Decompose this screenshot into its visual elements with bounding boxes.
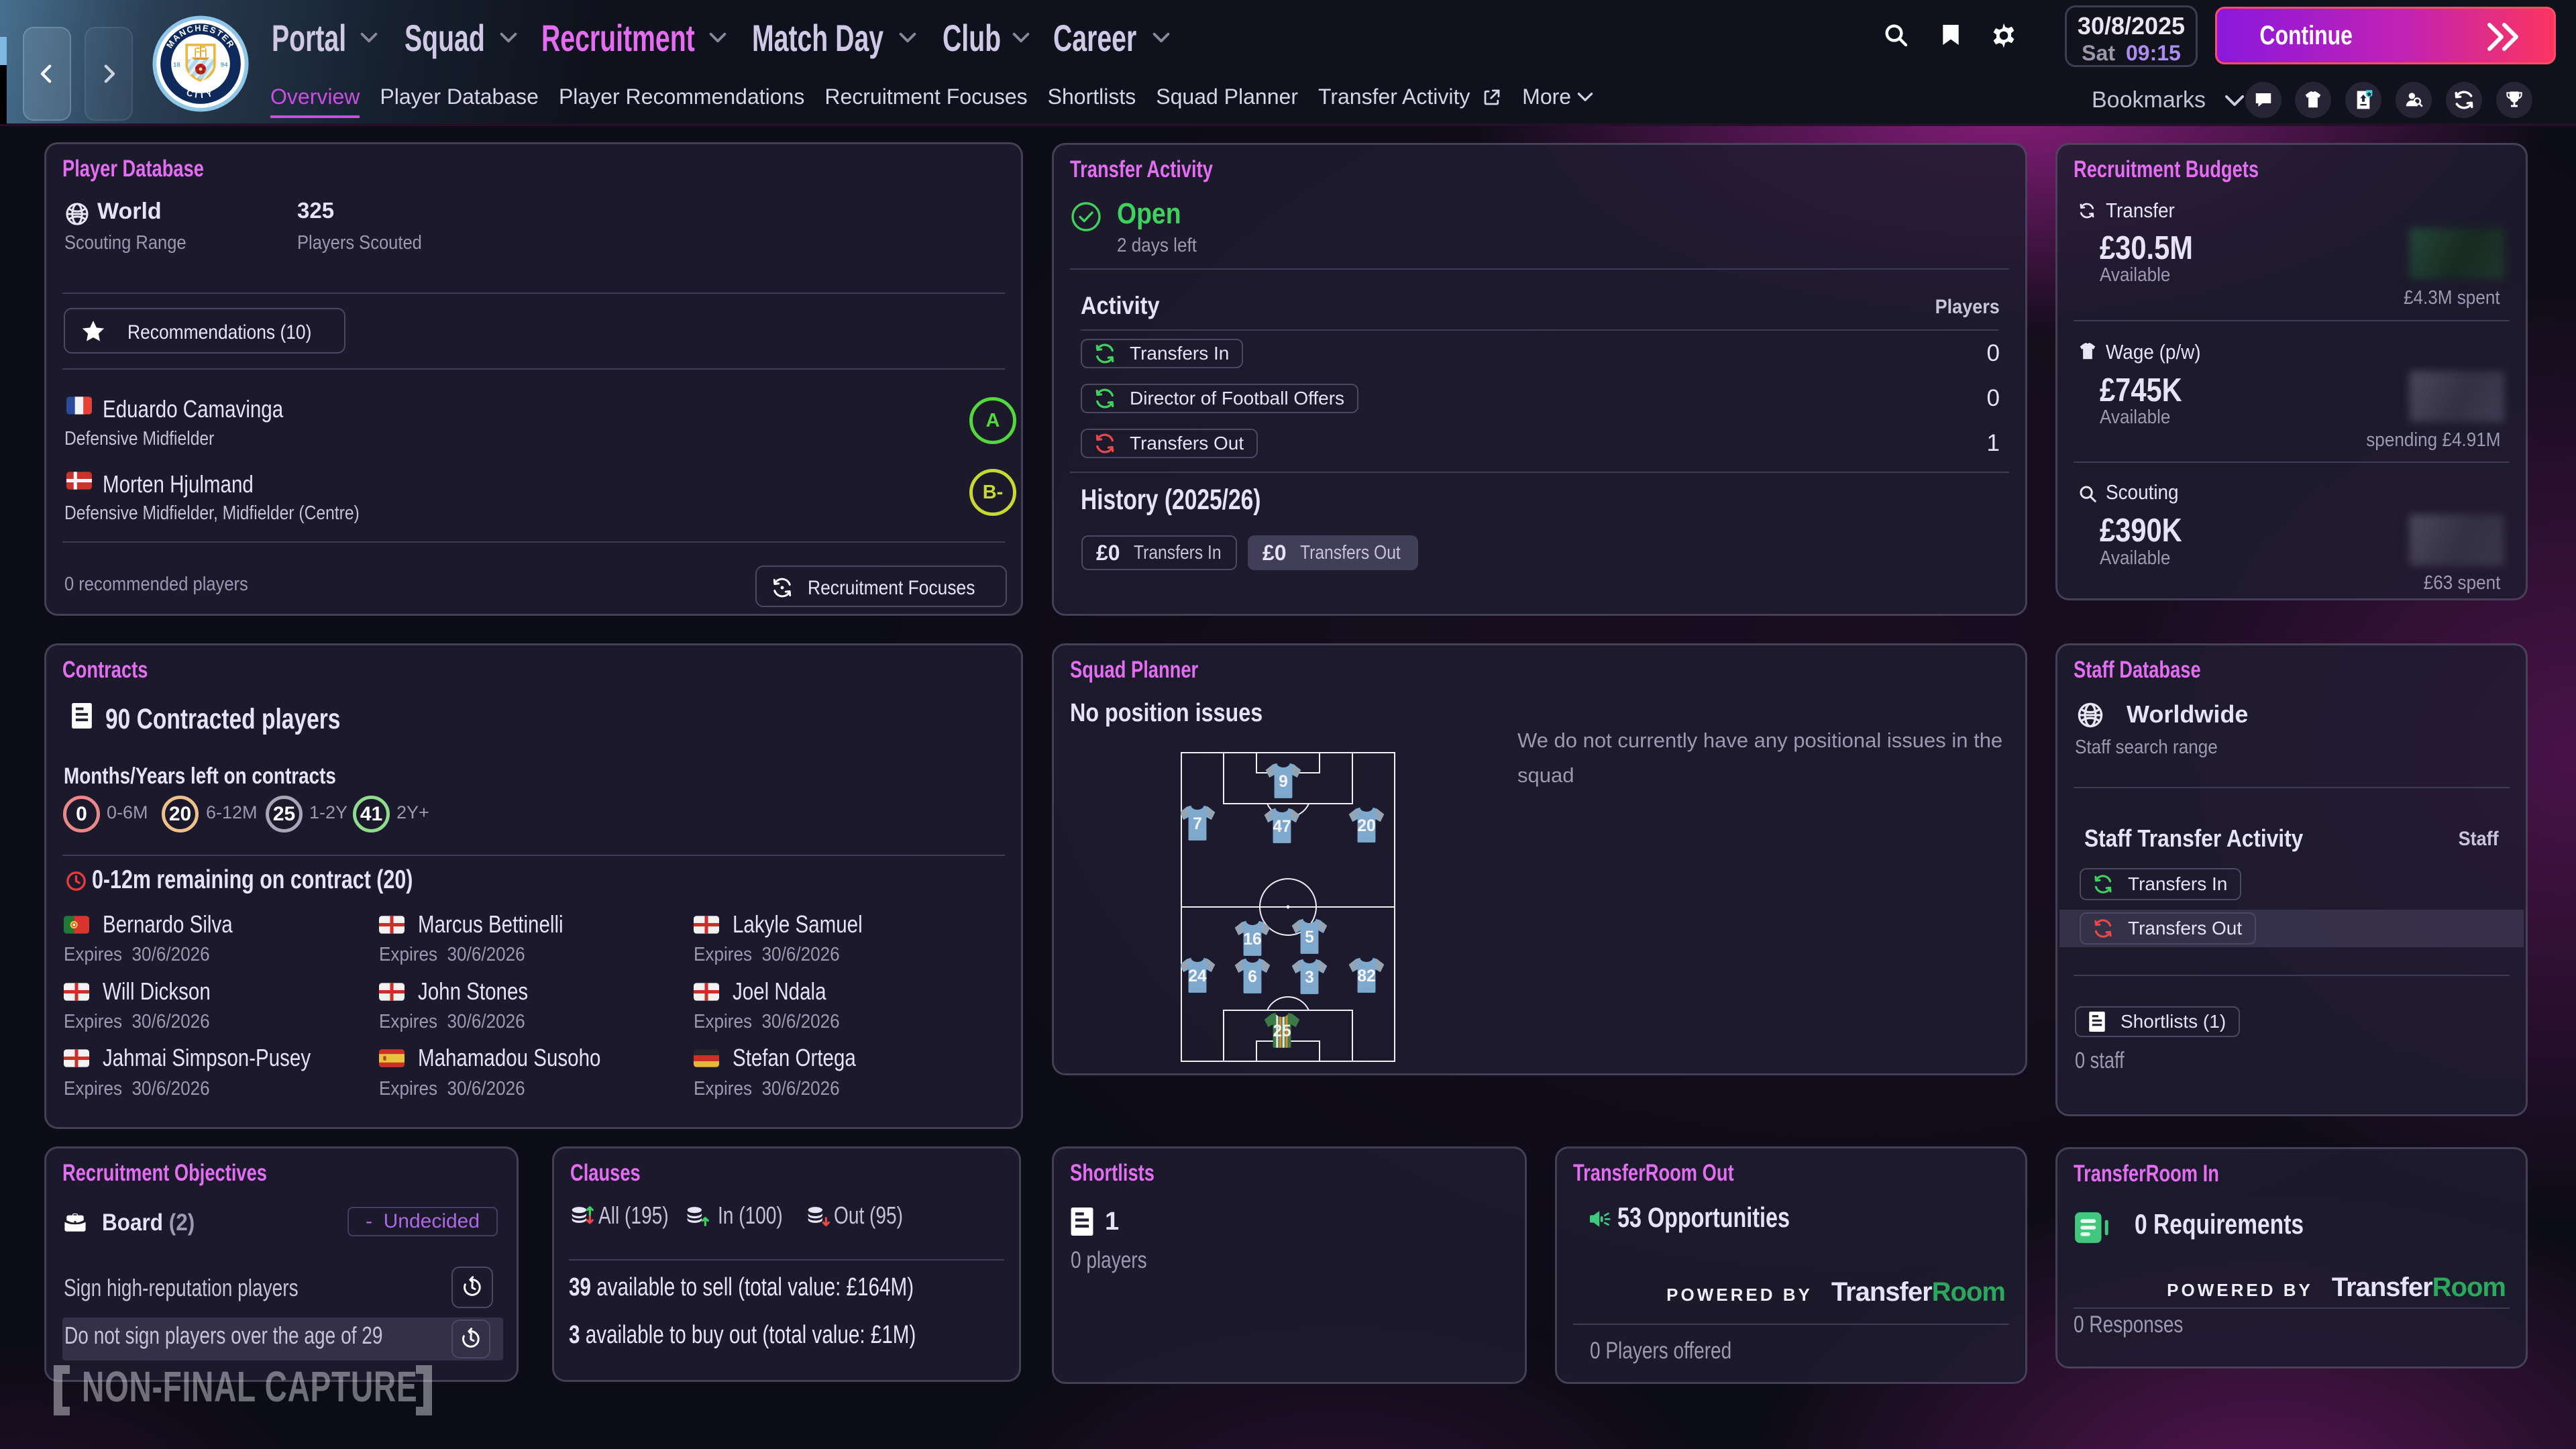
svg-text:CITY: CITY <box>185 87 216 100</box>
svg-text:47: 47 <box>1273 818 1291 836</box>
svg-text:18: 18 <box>173 61 180 68</box>
svg-text:82: 82 <box>1357 967 1375 985</box>
svg-text:5: 5 <box>1305 928 1314 947</box>
svg-text:20: 20 <box>1357 817 1375 835</box>
svg-text:25: 25 <box>1273 1022 1291 1040</box>
svg-text:94: 94 <box>221 61 228 68</box>
svg-text:16: 16 <box>1243 930 1261 949</box>
svg-text:3: 3 <box>1305 969 1314 987</box>
svg-text:9: 9 <box>1279 773 1288 791</box>
svg-text:6: 6 <box>1248 968 1257 986</box>
svg-text:7: 7 <box>1193 815 1202 833</box>
svg-text:24: 24 <box>1188 967 1207 985</box>
